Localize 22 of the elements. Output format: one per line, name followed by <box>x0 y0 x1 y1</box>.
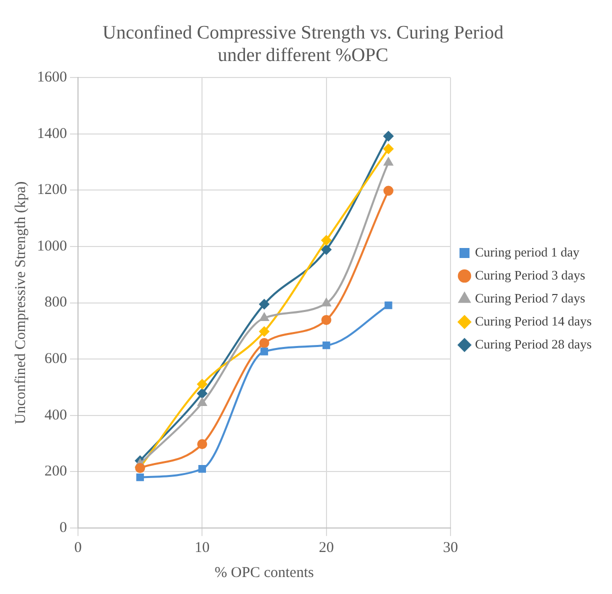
x-tick-label: 0 <box>74 540 82 556</box>
y-axis-title: Unconfined Compressive Strength (kpa) <box>12 181 29 424</box>
y-tick-label: 600 <box>44 351 67 368</box>
y-tick-label: 800 <box>44 294 67 311</box>
text: Unconfined Compressive Strength vs. Curing Period <box>102 22 504 44</box>
y-tick-label: 0 <box>60 520 67 536</box>
legend-label: Curing Period 7 days <box>475 290 586 306</box>
legend-label: Curing period 1 day <box>475 244 580 260</box>
legend-label: Curing Period 28 days <box>475 336 592 352</box>
x-tick-label: 20 <box>318 540 334 556</box>
y-tick-label: 200 <box>44 464 67 480</box>
y-tick-label: 1400 <box>37 126 67 142</box>
x-tick-label: 30 <box>443 540 458 556</box>
x-tick-label: 10 <box>194 540 210 556</box>
y-tick-label: 1600 <box>37 70 67 86</box>
y-tick-label: 1000 <box>37 238 67 254</box>
legend-label: Curing Period 3 days <box>475 267 586 282</box>
text: under different %OPC <box>218 45 388 66</box>
x-axis-title: % OPC contents <box>214 564 314 581</box>
y-tick-label: 400 <box>44 407 67 424</box>
legend-label: Curing Period 14 days <box>475 313 592 328</box>
y-tick-label: 1200 <box>37 182 67 198</box>
